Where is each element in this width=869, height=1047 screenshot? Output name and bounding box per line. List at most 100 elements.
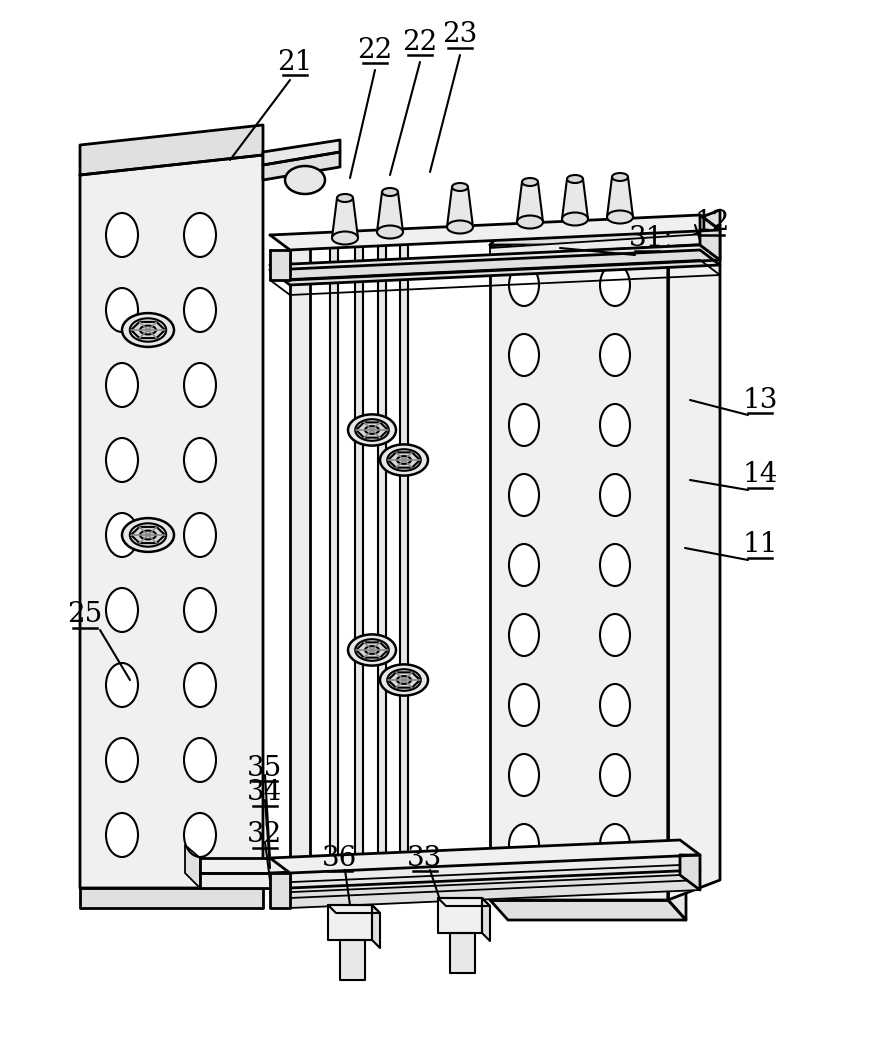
Ellipse shape	[183, 588, 216, 632]
Ellipse shape	[380, 665, 428, 695]
Ellipse shape	[600, 334, 629, 376]
Polygon shape	[269, 245, 720, 280]
Polygon shape	[200, 873, 289, 888]
Ellipse shape	[183, 663, 216, 707]
Ellipse shape	[183, 814, 216, 857]
Ellipse shape	[129, 524, 166, 547]
Text: 11: 11	[741, 532, 777, 558]
Polygon shape	[437, 898, 481, 933]
Polygon shape	[667, 210, 720, 245]
Polygon shape	[377, 237, 386, 892]
Polygon shape	[262, 152, 340, 180]
Text: 25: 25	[67, 601, 103, 628]
Polygon shape	[269, 840, 700, 873]
Ellipse shape	[600, 404, 629, 446]
Ellipse shape	[387, 449, 421, 471]
Ellipse shape	[122, 313, 174, 347]
Ellipse shape	[285, 166, 325, 194]
Polygon shape	[489, 225, 686, 245]
Polygon shape	[80, 155, 262, 888]
Ellipse shape	[452, 183, 468, 191]
Polygon shape	[489, 900, 686, 920]
Ellipse shape	[140, 531, 156, 539]
Ellipse shape	[447, 221, 473, 233]
Ellipse shape	[106, 213, 138, 257]
Ellipse shape	[521, 178, 537, 186]
Polygon shape	[269, 215, 720, 250]
Ellipse shape	[508, 824, 539, 866]
Polygon shape	[376, 192, 402, 232]
Polygon shape	[332, 198, 357, 238]
Polygon shape	[131, 321, 165, 338]
Text: 31: 31	[628, 224, 664, 251]
Ellipse shape	[129, 318, 166, 341]
Ellipse shape	[140, 326, 156, 334]
Ellipse shape	[396, 676, 410, 684]
Ellipse shape	[183, 738, 216, 782]
Ellipse shape	[332, 231, 357, 245]
Ellipse shape	[381, 188, 397, 196]
Polygon shape	[437, 898, 489, 906]
Polygon shape	[667, 225, 686, 920]
Ellipse shape	[106, 814, 138, 857]
Polygon shape	[185, 845, 200, 888]
Ellipse shape	[376, 225, 402, 239]
Polygon shape	[328, 905, 380, 913]
Polygon shape	[481, 898, 489, 941]
Text: 22: 22	[357, 37, 392, 64]
Ellipse shape	[508, 404, 539, 446]
Polygon shape	[200, 857, 289, 873]
Polygon shape	[489, 245, 667, 900]
Polygon shape	[700, 215, 720, 260]
Ellipse shape	[600, 684, 629, 726]
Polygon shape	[269, 250, 720, 285]
Ellipse shape	[355, 419, 388, 441]
Polygon shape	[607, 177, 633, 217]
Ellipse shape	[396, 456, 410, 464]
Polygon shape	[131, 527, 165, 543]
Text: 21: 21	[277, 48, 312, 75]
Ellipse shape	[106, 513, 138, 557]
Ellipse shape	[122, 518, 174, 552]
Ellipse shape	[183, 438, 216, 482]
Polygon shape	[400, 237, 408, 892]
Text: 22: 22	[401, 28, 437, 55]
Text: 35: 35	[247, 755, 282, 781]
Ellipse shape	[600, 544, 629, 586]
Ellipse shape	[106, 663, 138, 707]
Polygon shape	[516, 182, 542, 222]
Text: 13: 13	[741, 386, 777, 414]
Polygon shape	[449, 933, 474, 973]
Ellipse shape	[183, 513, 216, 557]
Polygon shape	[372, 905, 380, 948]
Polygon shape	[388, 672, 420, 688]
Ellipse shape	[600, 474, 629, 516]
Ellipse shape	[387, 669, 421, 691]
Polygon shape	[269, 873, 289, 908]
Ellipse shape	[106, 438, 138, 482]
Text: 33: 33	[407, 845, 442, 871]
Ellipse shape	[508, 684, 539, 726]
Ellipse shape	[106, 363, 138, 407]
Text: 36: 36	[322, 845, 357, 871]
Polygon shape	[269, 250, 289, 280]
Polygon shape	[355, 237, 362, 892]
Ellipse shape	[348, 415, 395, 446]
Polygon shape	[489, 233, 720, 257]
Ellipse shape	[365, 426, 379, 433]
Ellipse shape	[380, 444, 428, 475]
Polygon shape	[329, 237, 338, 892]
Polygon shape	[355, 422, 388, 438]
Ellipse shape	[607, 210, 633, 223]
Polygon shape	[80, 888, 262, 908]
Ellipse shape	[508, 474, 539, 516]
Text: 12: 12	[693, 208, 729, 236]
Polygon shape	[680, 855, 700, 890]
Polygon shape	[340, 940, 365, 980]
Text: 14: 14	[741, 462, 777, 489]
Ellipse shape	[106, 588, 138, 632]
Ellipse shape	[183, 363, 216, 407]
Ellipse shape	[336, 194, 353, 202]
Polygon shape	[667, 225, 720, 900]
Ellipse shape	[365, 646, 379, 653]
